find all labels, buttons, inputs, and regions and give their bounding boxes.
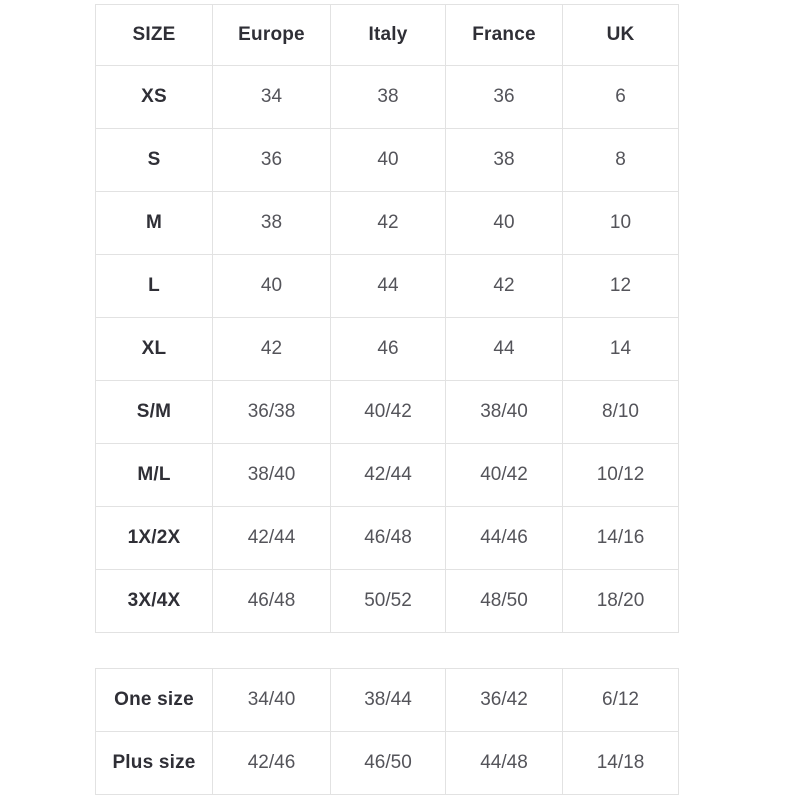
size-value-cell: 14/18: [562, 731, 679, 795]
size-value-cell: 42: [445, 254, 563, 318]
size-value-cell: 36/42: [445, 668, 563, 732]
table-row: XS 34 38 36 6: [95, 65, 679, 129]
size-value-cell: 14: [562, 317, 679, 381]
row-size-label: M: [95, 191, 213, 255]
size-value-cell: 44: [445, 317, 563, 381]
header-italy: Italy: [330, 4, 446, 66]
table-row: M/L 38/40 42/44 40/42 10/12: [95, 443, 679, 507]
size-value-cell: 42/44: [212, 506, 331, 570]
size-value-cell: 8: [562, 128, 679, 192]
size-value-cell: 40: [445, 191, 563, 255]
row-size-label: 3X/4X: [95, 569, 213, 633]
size-value-cell: 46/48: [212, 569, 331, 633]
size-value-cell: 42/44: [330, 443, 446, 507]
size-value-cell: 40/42: [330, 380, 446, 444]
size-value-cell: 40/42: [445, 443, 563, 507]
table-row: S/M 36/38 40/42 38/40 8/10: [95, 380, 679, 444]
size-value-cell: 6/12: [562, 668, 679, 732]
row-size-label: L: [95, 254, 213, 318]
table-row: One size 34/40 38/44 36/42 6/12: [95, 668, 679, 732]
size-value-cell: 48/50: [445, 569, 563, 633]
row-size-label: Plus size: [95, 731, 213, 795]
row-size-label: S/M: [95, 380, 213, 444]
table-row: M 38 42 40 10: [95, 191, 679, 255]
header-europe: Europe: [212, 4, 331, 66]
size-value-cell: 44/48: [445, 731, 563, 795]
size-value-cell: 40: [212, 254, 331, 318]
size-value-cell: 10/12: [562, 443, 679, 507]
size-value-cell: 34/40: [212, 668, 331, 732]
size-value-cell: 10: [562, 191, 679, 255]
size-value-cell: 42: [212, 317, 331, 381]
row-size-label: M/L: [95, 443, 213, 507]
size-table-body: XS 34 38 36 6 S 36 40 38 8 M 38 42 40 10 L 40 44 42 12 XL 42 4…: [95, 65, 679, 633]
size-conversion-table: SIZE Europe Italy France UK XS 34 38 36 6 S 36…: [95, 4, 679, 633]
size-value-cell: 42: [330, 191, 446, 255]
size-value-cell: 6: [562, 65, 679, 129]
special-sizes-table: One size 34/40 38/44 36/42 6/12 Plus size 42/4…: [95, 668, 679, 795]
size-value-cell: 46/48: [330, 506, 446, 570]
table-row: XL 42 46 44 14: [95, 317, 679, 381]
size-value-cell: 38: [445, 128, 563, 192]
table-row: Plus size 42/46 46/50 44/48 14/18: [95, 731, 679, 795]
table-row: S 36 40 38 8: [95, 128, 679, 192]
size-value-cell: 36: [212, 128, 331, 192]
row-size-label: One size: [95, 668, 213, 732]
header-france: France: [445, 4, 563, 66]
size-value-cell: 46: [330, 317, 446, 381]
size-value-cell: 38/44: [330, 668, 446, 732]
size-value-cell: 14/16: [562, 506, 679, 570]
size-value-cell: 38: [330, 65, 446, 129]
size-value-cell: 42/46: [212, 731, 331, 795]
row-size-label: S: [95, 128, 213, 192]
size-value-cell: 44/46: [445, 506, 563, 570]
size-value-cell: 50/52: [330, 569, 446, 633]
row-size-label: 1X/2X: [95, 506, 213, 570]
size-value-cell: 34: [212, 65, 331, 129]
header-row: SIZE Europe Italy France UK: [95, 4, 679, 66]
size-value-cell: 8/10: [562, 380, 679, 444]
header-size: SIZE: [95, 4, 213, 66]
table-row: L 40 44 42 12: [95, 254, 679, 318]
size-value-cell: 38/40: [212, 443, 331, 507]
header-uk: UK: [562, 4, 679, 66]
size-value-cell: 38/40: [445, 380, 563, 444]
special-sizes-table-body: One size 34/40 38/44 36/42 6/12 Plus size 42/4…: [95, 668, 679, 795]
table-row: 1X/2X 42/44 46/48 44/46 14/16: [95, 506, 679, 570]
size-value-cell: 36/38: [212, 380, 331, 444]
row-size-label: XL: [95, 317, 213, 381]
size-value-cell: 12: [562, 254, 679, 318]
size-value-cell: 46/50: [330, 731, 446, 795]
size-value-cell: 38: [212, 191, 331, 255]
size-value-cell: 36: [445, 65, 563, 129]
size-value-cell: 44: [330, 254, 446, 318]
row-size-label: XS: [95, 65, 213, 129]
size-value-cell: 40: [330, 128, 446, 192]
table-row: 3X/4X 46/48 50/52 48/50 18/20: [95, 569, 679, 633]
size-value-cell: 18/20: [562, 569, 679, 633]
